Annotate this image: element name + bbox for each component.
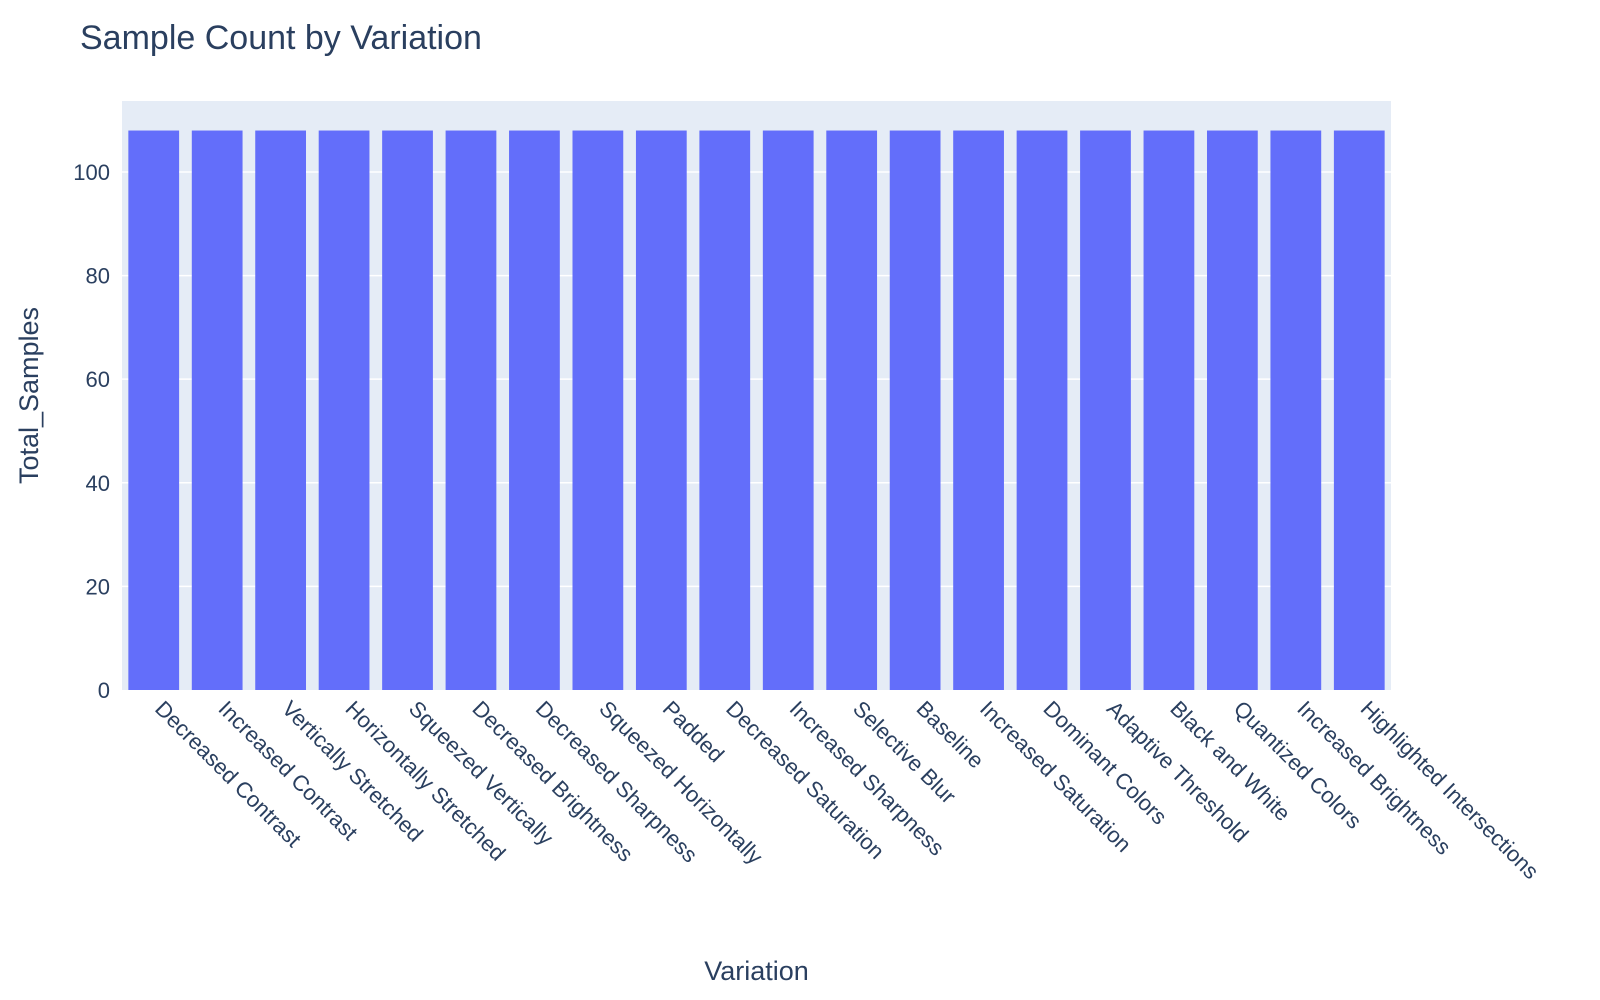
y-tick-label: 0 bbox=[98, 678, 110, 703]
x-axis-title: Variation bbox=[704, 956, 809, 986]
bar[interactable] bbox=[572, 130, 624, 690]
bar[interactable] bbox=[953, 130, 1004, 690]
y-axis-title: Total_Samples bbox=[14, 307, 44, 484]
bars bbox=[128, 130, 1385, 690]
y-tick-label: 40 bbox=[86, 471, 110, 496]
bar[interactable] bbox=[1333, 130, 1385, 690]
y-tick-label: 20 bbox=[86, 574, 110, 599]
bar[interactable] bbox=[826, 130, 878, 690]
bar[interactable] bbox=[1206, 130, 1258, 690]
chart-title: Sample Count by Variation bbox=[80, 19, 482, 57]
bar[interactable] bbox=[1270, 130, 1322, 690]
bar[interactable] bbox=[889, 130, 941, 690]
bar[interactable] bbox=[635, 130, 687, 690]
plot-area bbox=[122, 101, 1391, 690]
bar[interactable] bbox=[1080, 130, 1131, 690]
y-tick-label: 100 bbox=[73, 160, 110, 185]
bar[interactable] bbox=[382, 130, 433, 690]
bar[interactable] bbox=[191, 130, 243, 690]
bar[interactable] bbox=[1016, 130, 1068, 690]
bar[interactable] bbox=[128, 130, 180, 690]
bar[interactable] bbox=[318, 130, 370, 690]
bar[interactable] bbox=[445, 130, 497, 690]
y-tick-label: 80 bbox=[86, 264, 110, 289]
y-axis-ticks: 0 20 40 60 80 100 bbox=[73, 160, 110, 703]
bar[interactable] bbox=[762, 130, 814, 690]
bar[interactable] bbox=[509, 130, 560, 690]
bar[interactable] bbox=[1143, 130, 1195, 690]
bar[interactable] bbox=[255, 130, 307, 690]
bar[interactable] bbox=[699, 130, 751, 690]
y-tick-label: 60 bbox=[86, 367, 110, 392]
